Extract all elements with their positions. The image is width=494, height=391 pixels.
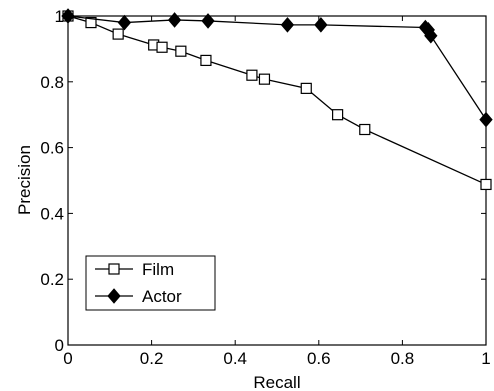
data-point-actor (314, 17, 328, 33)
data-point-film (480, 178, 492, 191)
data-point-film (359, 123, 371, 136)
series-layer (61, 8, 493, 191)
y-tick-label: 0.8 (40, 73, 64, 92)
data-point-film (246, 69, 258, 81)
y-tick-label: 0.2 (40, 270, 64, 289)
data-point-film (258, 73, 271, 85)
data-point-film (175, 45, 187, 57)
legend-actor-marker (107, 288, 121, 304)
y-tick-label: 0.4 (40, 204, 64, 223)
x-tick-label: 0.6 (307, 349, 331, 368)
y-tick-label: 0.6 (40, 139, 64, 158)
x-axis-label: Recall (253, 373, 300, 391)
x-tick-label: 1 (481, 349, 490, 368)
y-tick-label: 1 (55, 7, 64, 26)
x-tick-label: 0.4 (223, 349, 247, 368)
data-point-actor (117, 14, 132, 31)
data-point-film (156, 41, 168, 53)
data-point-film (332, 109, 344, 121)
data-point-film (112, 28, 124, 40)
legend-film-marker (108, 263, 120, 275)
data-point-actor (167, 12, 182, 28)
y-tick-label: 0 (55, 336, 64, 355)
data-point-actor (201, 13, 215, 29)
x-tick-label: 0.2 (140, 349, 164, 368)
legend: Film Actor (85, 255, 216, 311)
data-point-actor (280, 17, 295, 33)
legend-film-label: Film (142, 260, 174, 279)
y-axis-label: Precision (15, 145, 34, 215)
x-tick-label: 0.8 (391, 349, 415, 368)
legend-box (85, 255, 216, 311)
data-point-film (85, 16, 97, 29)
data-point-actor (61, 8, 75, 24)
y-axis-ticks: 0 0.2 0.4 0.6 0.8 1 (40, 7, 486, 355)
x-axis-ticks: 0 0.2 0.4 0.6 0.8 1 (63, 16, 491, 368)
data-point-actor (479, 111, 493, 128)
legend-actor-label: Actor (142, 287, 182, 306)
data-point-actor (424, 27, 438, 44)
data-point-film (200, 54, 212, 67)
data-point-film (300, 82, 312, 94)
x-tick-label: 0 (63, 349, 72, 368)
